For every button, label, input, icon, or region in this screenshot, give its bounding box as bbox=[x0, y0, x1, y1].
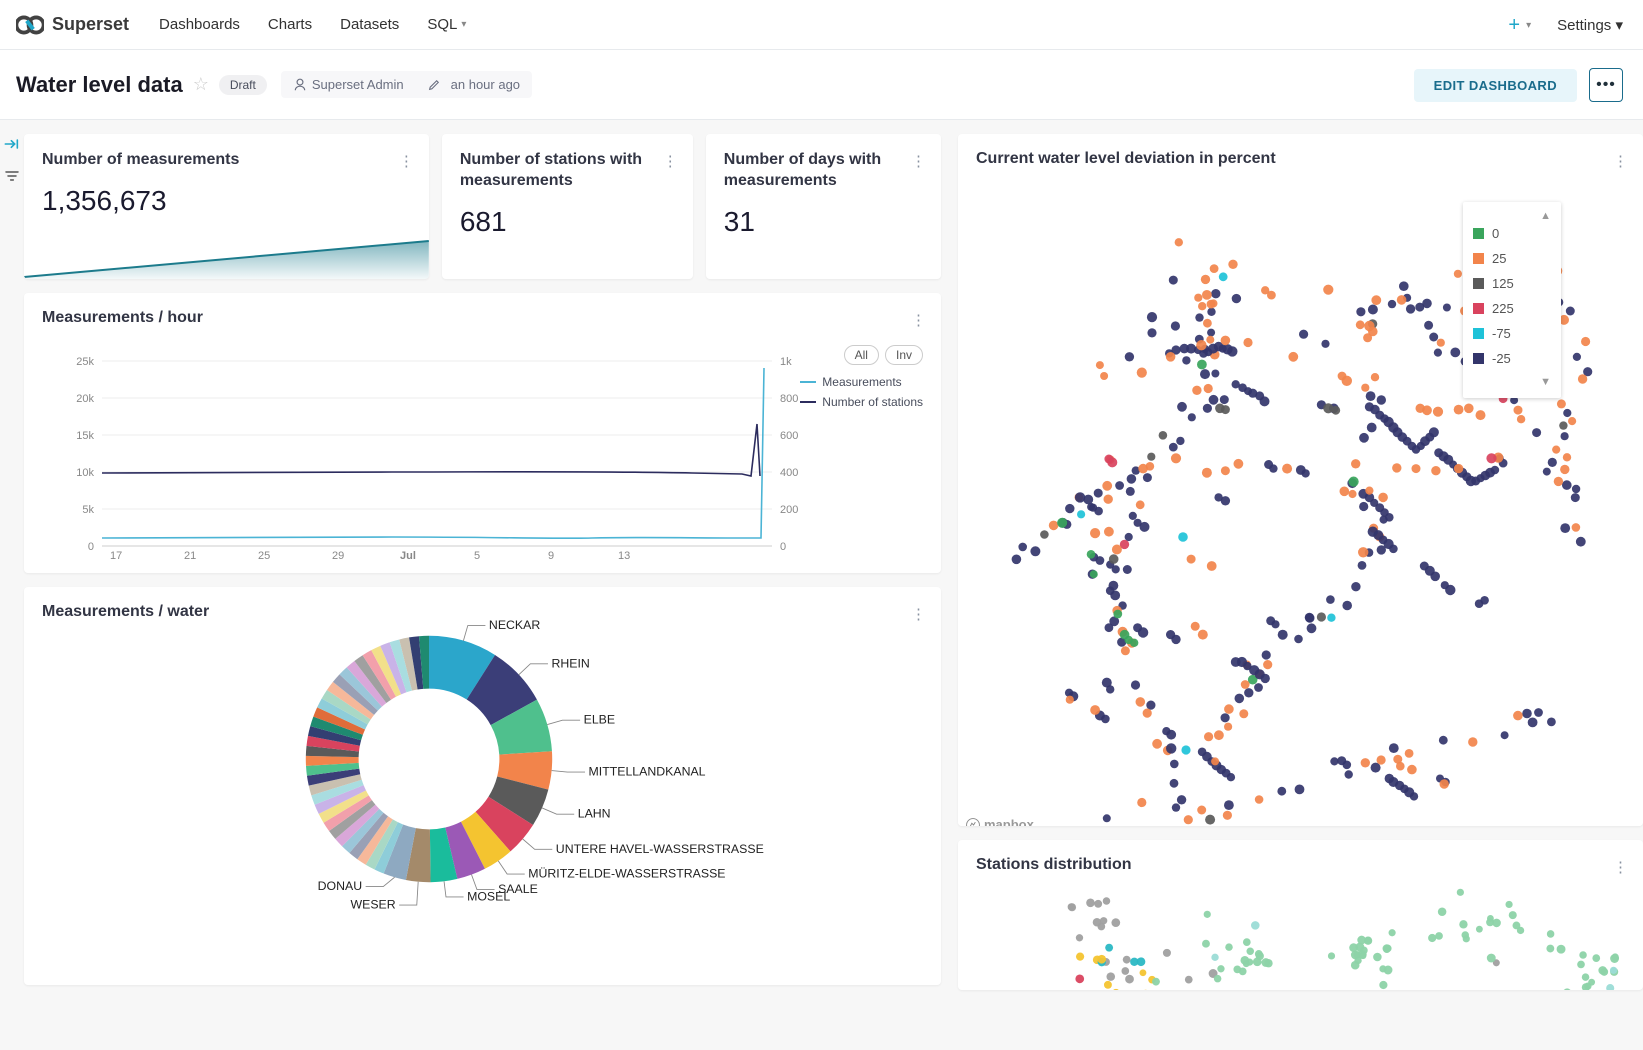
svg-text:0: 0 bbox=[88, 541, 94, 553]
svg-text:DONAU: DONAU bbox=[318, 879, 362, 893]
svg-text:LAHN: LAHN bbox=[578, 807, 611, 821]
svg-text:ELBE: ELBE bbox=[584, 713, 616, 727]
svg-text:1k: 1k bbox=[780, 356, 792, 368]
svg-text:21: 21 bbox=[184, 550, 196, 561]
svg-text:Jul: Jul bbox=[400, 550, 416, 561]
svg-text:MÜRITZ-ELDE-WASSERSTRASSE: MÜRITZ-ELDE-WASSERSTRASSE bbox=[528, 867, 725, 881]
svg-text:200: 200 bbox=[780, 504, 798, 516]
svg-text:800: 800 bbox=[780, 393, 798, 405]
svg-text:17: 17 bbox=[110, 550, 122, 561]
svg-text:NECKAR: NECKAR bbox=[489, 618, 540, 632]
svg-text:25: 25 bbox=[258, 550, 270, 561]
svg-text:MOSEL: MOSEL bbox=[467, 890, 510, 904]
svg-text:15k: 15k bbox=[76, 430, 94, 442]
svg-text:UNTERE HAVEL-WASSERSTRASSE: UNTERE HAVEL-WASSERSTRASSE bbox=[556, 842, 764, 856]
svg-text:9: 9 bbox=[548, 550, 554, 561]
svg-text:600: 600 bbox=[780, 430, 798, 442]
svg-text:29: 29 bbox=[332, 550, 344, 561]
svg-text:400: 400 bbox=[780, 467, 798, 479]
svg-text:MITTELLANDKANAL: MITTELLANDKANAL bbox=[589, 765, 706, 779]
svg-text:13: 13 bbox=[618, 550, 630, 561]
svg-text:5: 5 bbox=[474, 550, 480, 561]
svg-text:25k: 25k bbox=[76, 356, 94, 368]
svg-text:0: 0 bbox=[780, 541, 786, 553]
svg-text:RHEIN: RHEIN bbox=[551, 656, 589, 670]
svg-text:10k: 10k bbox=[76, 467, 94, 479]
svg-text:WESER: WESER bbox=[350, 898, 395, 912]
svg-text:20k: 20k bbox=[76, 393, 94, 405]
svg-text:5k: 5k bbox=[82, 504, 94, 516]
